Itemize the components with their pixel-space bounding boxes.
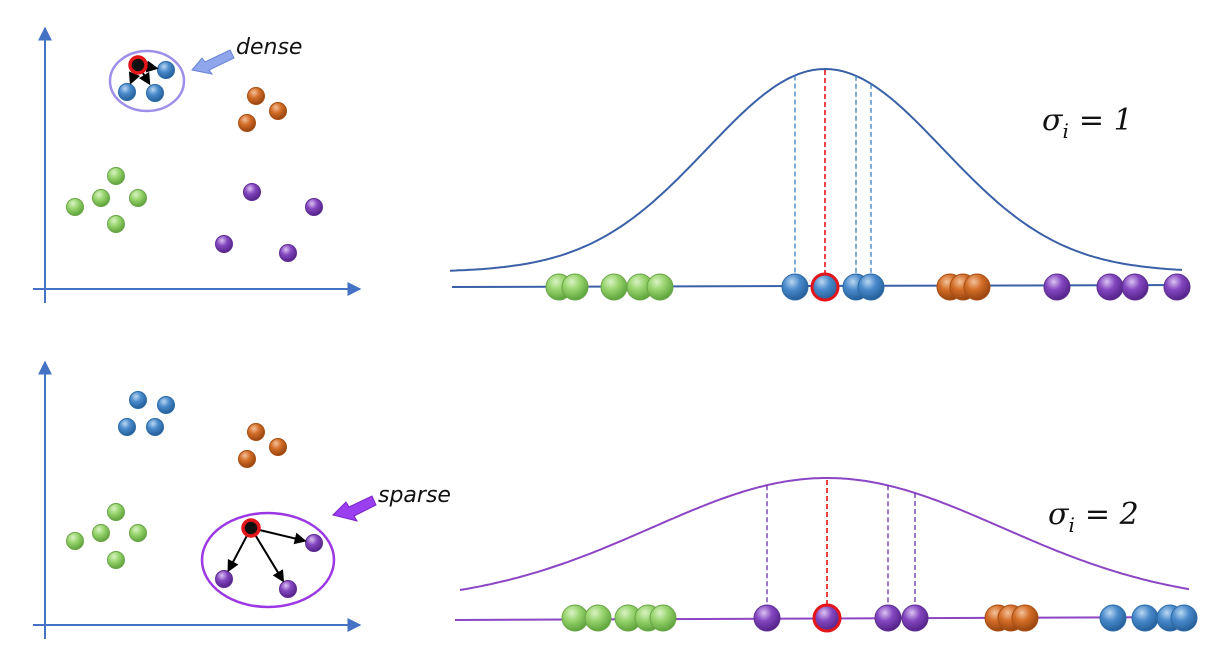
top-line-green-point bbox=[646, 273, 674, 301]
bottom-scatter-purple-point bbox=[279, 580, 297, 598]
sigma-top-symbol: σ bbox=[1042, 103, 1064, 138]
bottom-scatter-green-point bbox=[92, 524, 110, 542]
top-line-blue-point bbox=[781, 273, 809, 301]
top-line-orange-point bbox=[963, 273, 991, 301]
sparse-label: sparse bbox=[378, 483, 451, 508]
diagram-layer bbox=[33, 26, 1198, 639]
sigma-top-value: = 1 bbox=[1079, 103, 1133, 138]
top-scatter-green-point bbox=[107, 215, 125, 233]
top-line-green-point bbox=[561, 273, 589, 301]
top-line-purple-point bbox=[1163, 273, 1191, 301]
top-scatter-purple-point bbox=[279, 244, 297, 262]
dense-query-point bbox=[128, 55, 148, 75]
sigma-bottom-symbol: σ bbox=[1048, 497, 1070, 532]
sparse-neighbor-arrow bbox=[250, 527, 285, 583]
bottom-gaussian-curve bbox=[459, 477, 1190, 591]
dense-neighborhood-ellipse bbox=[108, 49, 186, 113]
bottom-scatter-orange-point bbox=[247, 423, 265, 441]
bottom-scatter-green-point bbox=[107, 551, 125, 569]
dense-label: dense bbox=[236, 35, 302, 60]
bottom-line-purple-point bbox=[874, 604, 902, 632]
top-line-purple-point bbox=[1043, 273, 1071, 301]
top-gaussian-curve bbox=[449, 67, 1183, 272]
bottom-line-purple-point bbox=[901, 604, 929, 632]
bottom-scatter-green-point bbox=[129, 524, 147, 542]
top-scatter-orange-point bbox=[238, 114, 256, 132]
top-line-purple-point bbox=[1121, 273, 1149, 301]
sparse-neighborhood-ellipse bbox=[200, 511, 336, 609]
top-scatter-blue-point bbox=[146, 84, 164, 102]
bottom-line-orange-point bbox=[1011, 604, 1039, 632]
bottom-line-blue-point bbox=[1170, 604, 1198, 632]
top-scatter-green-point bbox=[129, 189, 147, 207]
top-scatter-orange-point bbox=[247, 87, 265, 105]
sigma-top-label: σi = 1 bbox=[1042, 103, 1133, 143]
bottom-line-green-point bbox=[584, 604, 612, 632]
bottom-line-blue-point bbox=[1099, 604, 1127, 632]
top-scatter-orange-point bbox=[269, 102, 287, 120]
bottom-scatter-blue-point bbox=[146, 418, 164, 436]
top-scatter-blue-point bbox=[157, 61, 175, 79]
top-scatter-purple-point bbox=[215, 235, 233, 253]
top-scatter-green-point bbox=[66, 198, 84, 216]
top-line-purple-point bbox=[1096, 273, 1124, 301]
sigma-bottom-value: = 2 bbox=[1085, 497, 1139, 532]
top-scatter-blue-point bbox=[118, 83, 136, 101]
bottom-scatter-purple-point bbox=[215, 570, 233, 588]
bottom-line-green-point bbox=[561, 604, 589, 632]
bottom-scatter-purple-point bbox=[305, 534, 323, 552]
sigma-bottom-subscript: i bbox=[1068, 513, 1074, 537]
bottom-scatter-blue-point bbox=[157, 396, 175, 414]
top-scatter-green-point bbox=[92, 189, 110, 207]
sparse-query-point bbox=[241, 518, 261, 538]
sparse-pointer-arrow bbox=[332, 495, 377, 522]
top-line-blue-point bbox=[857, 273, 885, 301]
bottom-line-blue-point bbox=[1131, 604, 1159, 632]
bottom-scatter-blue-point bbox=[118, 418, 136, 436]
top-scatter-purple-point bbox=[243, 183, 261, 201]
bottom-scatter-green-point bbox=[66, 532, 84, 550]
sigma-bottom-label: σi = 2 bbox=[1048, 497, 1139, 537]
bottom-line-green-point bbox=[649, 604, 677, 632]
top-scatter-green-point bbox=[107, 167, 125, 185]
dense-pointer-arrow bbox=[191, 49, 235, 75]
bottom-scatter-orange-point bbox=[238, 450, 256, 468]
sigma-top-subscript: i bbox=[1062, 119, 1068, 143]
top-scatter-purple-point bbox=[305, 198, 323, 216]
top-line-query-point bbox=[810, 272, 840, 302]
bottom-scatter-green-point bbox=[107, 503, 125, 521]
bottom-scatter-blue-point bbox=[129, 391, 147, 409]
top-line-green-point bbox=[600, 273, 628, 301]
bottom-line-query-point bbox=[812, 603, 842, 633]
bottom-scatter-orange-point bbox=[269, 438, 287, 456]
bottom-line-purple-point bbox=[753, 604, 781, 632]
